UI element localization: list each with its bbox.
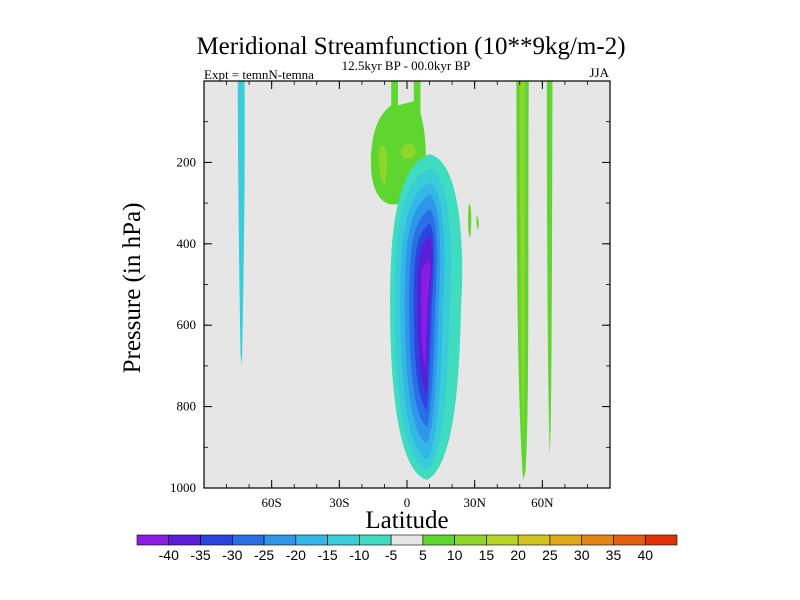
colorbar-swatch [295,534,328,546]
y-tick-label: 800 [177,399,197,414]
y-tick-label: 400 [177,236,197,251]
colorbar-label: -15 [317,547,337,563]
x-tick-label: 60S [262,495,282,510]
chart-subtitle: 12.5kyr BP - 00.0kyr BP [342,58,471,73]
contour-upper-core-1 [379,145,388,185]
colorbar-swatch [581,534,614,546]
colorbar-label: 15 [479,547,495,563]
colorbar-swatch [136,534,170,546]
colorbar-label: 10 [447,547,463,563]
x-tick-label: 30N [463,495,486,510]
colorbar-swatch [263,534,297,546]
colorbar-swatch [454,534,487,546]
colorbar-swatch [644,534,678,546]
colorbar: -40 -35 -30 -25 -20 -15 -10 -5 5 10 15 20 25 30 35 40 [136,534,678,563]
colorbar-label: 30 [574,547,590,563]
plot-area: 60S 30S 0 30N 60N 200 400 600 800 1000 [170,80,611,510]
contour-fills [237,81,553,480]
contour-sh-polar-column [237,81,245,366]
y-axis-label: Pressure (in hPa) [119,203,146,374]
contour-nh-column-1-inner [519,81,525,440]
season-label: JJA [589,65,609,80]
chart-title: Meridional Streamfunction (10**9kg/m-2) [196,33,625,60]
colorbar-label: 40 [637,547,653,563]
colorbar-swatch [231,534,265,546]
contour-main-cell-40 [421,260,431,370]
experiment-label: Expt = temnN-temna [204,67,314,82]
colorbar-swatch [168,534,201,546]
y-tick-label: 1000 [170,480,196,495]
colorbar-label: 20 [510,547,526,563]
contour-nh-small-positive [468,203,472,238]
colorbar-label: 25 [542,547,558,563]
colorbar-label: -20 [286,547,306,563]
colorbar-label: 5 [419,547,427,563]
colorbar-label: -35 [190,547,210,563]
contour-nh-column-2 [546,81,553,456]
x-tick-label: 30S [329,495,349,510]
colorbar-label: -5 [385,547,398,563]
colorbar-swatch [200,534,233,546]
x-tick-label: 60N [531,495,554,510]
x-tick-label: 0 [404,495,411,510]
colorbar-swatch [517,534,551,546]
x-axis-ticks: 60S 30S 0 30N 60N [203,81,611,510]
colorbar-label: -25 [254,547,274,563]
contour-upper-core-2 [400,143,416,159]
colorbar-swatch [486,534,519,546]
colorbar-label: -40 [159,547,179,563]
colorbar-swatch [422,534,455,546]
y-tick-label: 200 [177,154,197,169]
contour-nh-small-positive-2 [476,215,479,230]
y-axis-ticks: 200 400 600 800 1000 [170,121,610,495]
colorbar-label: -30 [222,547,242,563]
x-axis-label: Latitude [365,507,448,534]
y-tick-label: 600 [177,317,197,332]
colorbar-label: -10 [349,547,369,563]
colorbar-swatch [613,534,646,546]
colorbar-swatch [390,534,424,546]
colorbar-label: 35 [606,547,622,563]
colorbar-swatch [549,534,583,546]
colorbar-swatch [359,534,392,546]
colorbar-swatch [327,534,360,546]
